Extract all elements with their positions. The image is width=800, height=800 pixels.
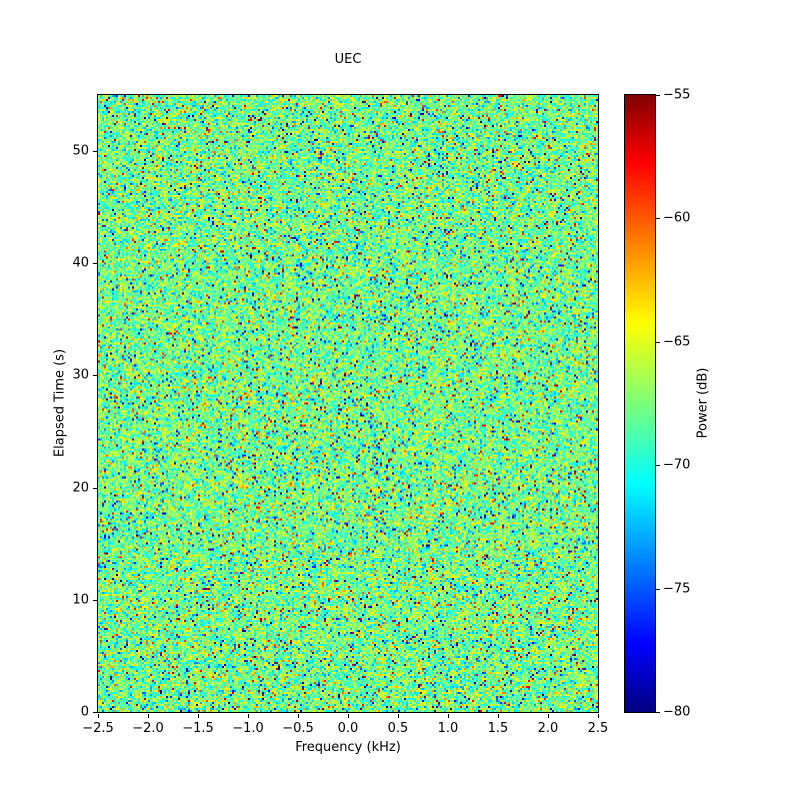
x-tick-mark — [548, 714, 549, 718]
colorbar-tick-mark — [656, 465, 660, 467]
y-tick-mark — [93, 487, 97, 489]
y-tick-mark — [93, 712, 97, 713]
y-tick-label: 20 — [72, 480, 89, 496]
chart-title: UEC — [334, 52, 362, 67]
x-tick-mark — [598, 714, 599, 718]
plot-area — [97, 94, 599, 713]
colorbar-label: Power (dB) — [695, 367, 711, 439]
colorbar-tick-label: −55 — [663, 87, 691, 103]
colorbar-tick-mark — [656, 712, 660, 713]
y-tick-mark — [93, 375, 97, 377]
y-axis-label: Elapsed Time (s) — [52, 348, 68, 458]
colorbar-tick-label: −70 — [663, 457, 691, 473]
colorbar-tick-label: −80 — [663, 704, 691, 720]
x-tick-label: 2.5 — [587, 721, 609, 736]
x-tick-mark — [498, 714, 499, 718]
colorbar-tick-mark — [656, 588, 660, 590]
x-tick-label: −2.5 — [82, 721, 114, 736]
x-tick-label: −1.5 — [182, 721, 214, 736]
spectrogram-heatmap — [98, 95, 598, 712]
x-tick-label: 2.0 — [537, 721, 559, 736]
y-tick-mark — [93, 151, 97, 153]
x-tick-label: 1.5 — [487, 721, 509, 736]
x-tick-label: 0.5 — [387, 721, 409, 736]
colorbar-tick-label: −60 — [663, 210, 691, 226]
x-tick-mark — [148, 714, 149, 718]
x-tick-label: 1.0 — [437, 721, 459, 736]
x-axis-label: Frequency (kHz) — [295, 740, 401, 755]
x-tick-mark — [448, 714, 449, 718]
y-tick-label: 40 — [72, 255, 89, 271]
colorbar-tick-label: −65 — [663, 334, 691, 350]
colorbar-gradient — [625, 95, 655, 712]
x-tick-label: 0.0 — [337, 721, 359, 736]
x-tick-label: −1.0 — [232, 721, 264, 736]
colorbar — [624, 94, 656, 713]
y-tick-label: 30 — [72, 367, 89, 383]
x-tick-mark — [248, 714, 249, 718]
y-tick-label: 0 — [80, 704, 89, 720]
colorbar-tick-label: −75 — [663, 581, 691, 597]
y-tick-label: 10 — [72, 592, 89, 608]
y-tick-mark — [93, 263, 97, 265]
colorbar-tick-mark — [656, 218, 660, 220]
y-tick-label: 50 — [72, 143, 89, 159]
x-tick-mark — [398, 714, 399, 718]
x-tick-label: −2.0 — [132, 721, 164, 736]
x-tick-label: −0.5 — [282, 721, 314, 736]
x-tick-mark — [98, 714, 99, 718]
colorbar-tick-mark — [656, 341, 660, 343]
x-tick-mark — [198, 714, 199, 718]
colorbar-tick-mark — [656, 95, 660, 96]
x-tick-mark — [298, 714, 299, 718]
y-tick-mark — [93, 599, 97, 601]
x-tick-mark — [348, 714, 349, 718]
